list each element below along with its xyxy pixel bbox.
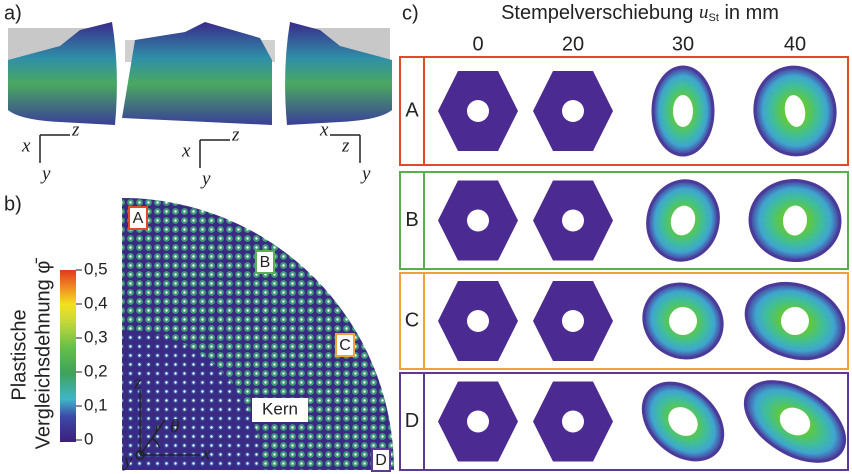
panel-label: a) [4, 2, 22, 24]
marker-box [128, 206, 148, 230]
row-label: A [405, 99, 419, 121]
title-text: Stempelverschiebung [501, 2, 693, 24]
specimen-hole [668, 407, 698, 436]
specimen-hole [562, 410, 584, 433]
tick-label: 0,1 [84, 395, 108, 414]
marker-box [371, 448, 391, 472]
tick-label: 0,4 [84, 293, 108, 312]
colorbar-title: Plastische [8, 309, 30, 400]
tick-label: 0,5 [84, 259, 108, 278]
column-label: 30 [672, 33, 694, 55]
specimen-hole [782, 205, 808, 236]
specimen-hole [562, 100, 584, 122]
column-label: 0 [472, 33, 483, 55]
axis-label: x [201, 443, 211, 464]
specimen-hole [467, 410, 489, 433]
axis-label: z [341, 135, 350, 156]
axis-label: y [360, 163, 371, 184]
marker-label: A [133, 210, 144, 227]
row-frame [399, 171, 849, 270]
axis-label: θ [170, 416, 179, 437]
specimen-hole [467, 209, 489, 232]
row-label: D [405, 410, 419, 432]
marker-box [255, 250, 275, 274]
marker-label: C [339, 337, 351, 354]
marker-label: D [375, 452, 387, 469]
colorbar-title: Vergleichsdehnung φ̄ [32, 258, 54, 450]
panel-title: Stempelverschiebung uSt in mm [501, 2, 779, 28]
polar-axes [135, 390, 200, 460]
deformed-specimen [641, 381, 725, 462]
row-frame [399, 56, 849, 166]
title-unit: in mm [724, 2, 778, 24]
cross-section [122, 198, 394, 470]
specimen-hole [670, 205, 696, 236]
core-label: Kern [262, 399, 298, 418]
specimen-hole [781, 307, 809, 335]
deformed-specimen [651, 65, 715, 157]
specimen-hole [467, 100, 489, 122]
tick-label: 0 [84, 429, 93, 448]
specimen-hole [779, 407, 811, 436]
specimen-hole [784, 95, 806, 127]
specimen-hole [562, 310, 584, 332]
deformed-specimen [642, 282, 724, 360]
coordinate-triad [39, 134, 70, 163]
axis-label: x [319, 119, 329, 140]
marker-label: B [260, 254, 271, 271]
row-label: C [405, 309, 419, 331]
row-frame [399, 372, 849, 471]
marker-box [335, 333, 355, 357]
row-label: B [405, 209, 418, 231]
specimen-hole [673, 95, 693, 127]
deformed-specimen [646, 179, 720, 262]
core-label-bg [252, 398, 308, 422]
axis-label: y [200, 168, 211, 189]
axis-label: y [122, 450, 133, 471]
specimen-hole [669, 307, 697, 335]
tick-label: 0,3 [84, 327, 108, 346]
axis-label: z [71, 119, 80, 140]
column-label: 20 [562, 33, 584, 55]
axis-label: z [231, 124, 240, 145]
coordinate-triad [199, 139, 230, 168]
deformed-specimen [743, 380, 847, 463]
deformed-specimen [748, 178, 842, 263]
model-views [8, 22, 392, 125]
tick-label: 0,2 [84, 361, 108, 380]
axis-label: x [21, 135, 31, 156]
title-subscript: St [708, 12, 718, 24]
column-label: 40 [784, 33, 806, 55]
specimen-hole [562, 209, 584, 232]
specimen-hole [467, 310, 489, 332]
axis-label: z [133, 372, 142, 393]
axis-label: y [40, 163, 51, 184]
axis-label: x [181, 140, 191, 161]
coordinate-triad [330, 134, 361, 163]
row-frame [399, 272, 849, 370]
deformed-specimen [744, 281, 846, 361]
panel-label: b) [4, 193, 22, 215]
panel-label: c) [402, 2, 419, 24]
axis-label: r [154, 418, 162, 439]
colorbar [60, 270, 76, 442]
title-symbol: u [699, 2, 709, 23]
deformed-specimen [753, 65, 837, 157]
